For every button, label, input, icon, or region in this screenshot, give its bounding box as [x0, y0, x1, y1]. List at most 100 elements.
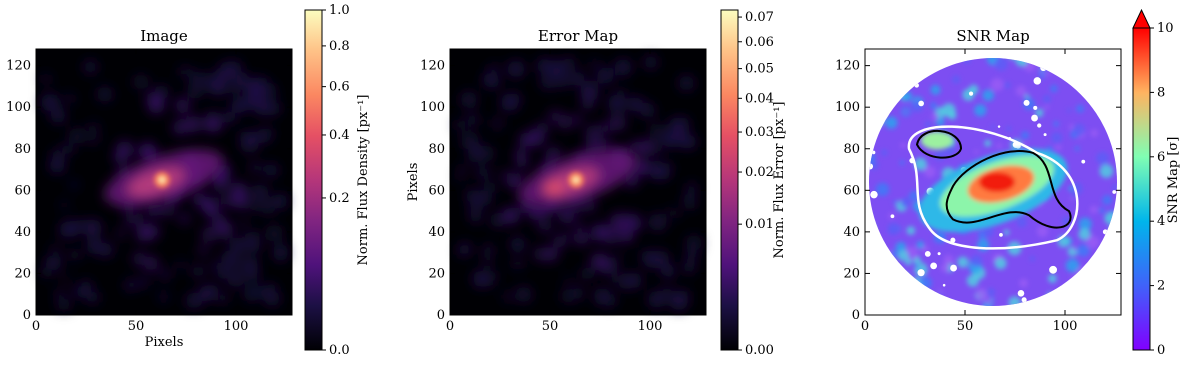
image-noise	[527, 128, 545, 147]
snr-noise	[951, 75, 961, 84]
image-noise	[249, 201, 260, 213]
image-noise	[679, 290, 690, 300]
image-noise	[68, 248, 81, 262]
image-noise	[580, 266, 595, 281]
image-noise	[135, 229, 148, 241]
image-noise	[491, 117, 503, 129]
panel-title: SNR Map	[956, 27, 1029, 45]
image-noise	[533, 246, 548, 262]
snr-noise	[895, 241, 907, 253]
image-noise	[161, 203, 175, 217]
image-noise	[247, 270, 259, 282]
snr-hole	[869, 163, 874, 170]
snr-hole	[870, 190, 878, 199]
snr-hole	[874, 80, 881, 87]
snr-noise	[900, 198, 910, 208]
snr-noise	[1065, 258, 1080, 273]
snr-noise	[919, 308, 924, 313]
snr-noise	[1066, 108, 1072, 113]
snr-noise	[1005, 126, 1012, 132]
image-noise	[490, 212, 506, 228]
snr-noise	[870, 112, 885, 127]
snr-hole	[1017, 289, 1025, 297]
image-noise	[175, 98, 190, 113]
snr-noise	[1016, 216, 1028, 228]
snr-noise	[962, 58, 971, 64]
snr-noise	[1070, 275, 1080, 285]
snr-hole	[1037, 123, 1042, 128]
image-noise	[159, 292, 169, 302]
image-noise	[116, 140, 134, 158]
snr-noise	[1035, 108, 1044, 118]
image-noise	[191, 264, 205, 278]
axes-frame	[449, 48, 707, 316]
image-noise	[49, 157, 66, 174]
image-noise	[544, 247, 558, 261]
snr-noise	[919, 276, 932, 290]
snr-source	[918, 131, 1068, 232]
y-tick-label: 40	[843, 225, 860, 240]
snr-noise	[1012, 311, 1020, 319]
y-tick-label: 20	[14, 266, 31, 281]
snr-noise	[869, 100, 877, 113]
image-noise	[571, 286, 585, 300]
image-noise	[502, 207, 520, 225]
image-noise	[629, 141, 642, 153]
image-noise	[615, 251, 624, 260]
snr-noise	[909, 190, 919, 201]
colorbar-tick-label: 0.4	[329, 128, 350, 143]
image-noise	[505, 65, 515, 75]
image-noise	[98, 242, 113, 258]
image-noise	[563, 56, 576, 70]
snr-noise	[1072, 246, 1077, 251]
snr-noise	[1053, 298, 1058, 304]
snr-hole	[999, 233, 1003, 237]
snr-noise	[1089, 74, 1097, 82]
snr-noise	[1073, 65, 1079, 71]
image-noise	[626, 216, 642, 231]
colorbar-label: Norm. Flux Error [px⁻¹]	[772, 102, 787, 259]
image-noise	[682, 260, 696, 274]
image-noise	[459, 163, 468, 172]
snr-hole	[930, 262, 938, 270]
image-noise	[573, 115, 583, 125]
image-noise	[516, 155, 529, 168]
image-noise	[218, 222, 233, 237]
colorbar-tick-label: 0.2	[329, 191, 350, 206]
image-noise	[634, 98, 643, 108]
image-noise	[158, 270, 168, 280]
image-noise	[468, 203, 478, 213]
snr-noise	[990, 78, 1004, 92]
image-noise	[660, 169, 670, 180]
snr-noise	[1096, 151, 1109, 165]
snr-noise	[916, 241, 925, 249]
snr-noise	[875, 182, 890, 197]
colorbar-tick-label: 0.07	[745, 10, 774, 25]
y-tick-label: 0	[23, 308, 31, 323]
snr-hole	[1087, 84, 1091, 88]
image-noise	[54, 289, 64, 299]
image-noise	[511, 258, 524, 270]
colorbar-frame	[304, 9, 323, 351]
image-noise	[686, 182, 698, 194]
image-noise	[454, 118, 467, 132]
image-noise	[477, 167, 490, 180]
colorbar-tick-label: 0.03	[745, 125, 774, 140]
snr-hole	[871, 150, 876, 155]
x-tick-label: 50	[957, 319, 974, 334]
snr-noise	[1050, 84, 1058, 93]
y-tick-label: 60	[428, 183, 445, 198]
image-noise	[124, 279, 137, 291]
image-noise	[178, 212, 191, 225]
image-noise	[570, 204, 581, 215]
image-noise	[548, 110, 561, 122]
image-noise	[602, 139, 612, 149]
snr-noise	[943, 254, 954, 265]
image-noise	[241, 256, 259, 273]
image-noise	[139, 223, 148, 232]
snr-contour	[907, 125, 1079, 250]
image-noise	[40, 73, 52, 85]
y-tick-label: 100	[420, 100, 445, 115]
image-noise	[186, 82, 204, 100]
image-noise	[536, 58, 553, 74]
